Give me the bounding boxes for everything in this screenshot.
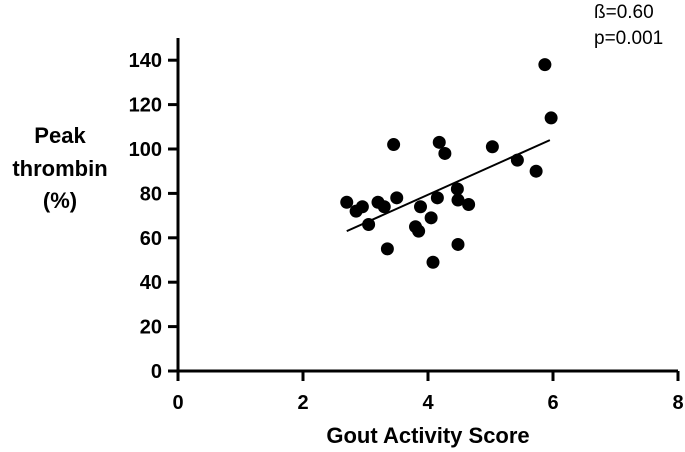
y-tick-label: 0 xyxy=(151,361,162,383)
y-axis-title-line: thrombin xyxy=(12,156,107,181)
x-tick-label: 0 xyxy=(172,392,183,414)
data-point xyxy=(529,164,543,178)
data-point xyxy=(432,135,446,149)
y-tick-label: 20 xyxy=(140,317,162,339)
x-tick-label: 6 xyxy=(547,392,558,414)
x-tick-label: 4 xyxy=(422,392,434,414)
x-axis-title: Gout Activity Score xyxy=(326,423,529,448)
data-point xyxy=(340,195,354,209)
y-tick-label: 140 xyxy=(129,50,162,72)
data-points xyxy=(340,58,558,269)
data-point xyxy=(377,200,391,214)
data-point xyxy=(387,138,401,152)
data-point xyxy=(451,237,465,251)
data-point xyxy=(462,198,476,211)
data-point xyxy=(450,182,464,196)
y-tick-label: 100 xyxy=(129,139,162,161)
data-point xyxy=(412,224,426,238)
data-point xyxy=(390,191,404,205)
stat-annotation: ß=0.60 xyxy=(594,2,654,23)
y-axis-title: Peak thrombin (%) xyxy=(12,123,107,213)
data-point xyxy=(430,191,444,205)
data-point xyxy=(362,217,376,231)
x-tick-label: 8 xyxy=(672,392,683,414)
annotations: ß=0.60 p=0.001 xyxy=(594,2,663,49)
data-point xyxy=(380,242,394,256)
stat-annotation: p=0.001 xyxy=(594,28,663,49)
y-tick-label: 80 xyxy=(140,183,162,205)
x-tick-label: 2 xyxy=(297,392,308,414)
y-tick-label: 120 xyxy=(129,95,162,117)
data-point xyxy=(538,58,552,72)
data-point xyxy=(544,111,558,125)
data-point xyxy=(485,140,499,154)
y-tick-label: 60 xyxy=(140,228,162,250)
data-point xyxy=(451,193,465,207)
data-point xyxy=(510,153,524,167)
data-point xyxy=(355,200,369,214)
y-axis-title-line: Peak xyxy=(34,123,86,148)
y-tick-label: 40 xyxy=(140,272,162,294)
data-point xyxy=(438,146,452,160)
axes: 0 20 40 60 80 100 120 140 0 2 4 6 8 xyxy=(129,38,684,414)
data-point xyxy=(414,200,427,214)
data-point xyxy=(426,255,440,269)
data-point xyxy=(424,211,438,225)
y-axis-title-line: (%) xyxy=(43,188,77,213)
